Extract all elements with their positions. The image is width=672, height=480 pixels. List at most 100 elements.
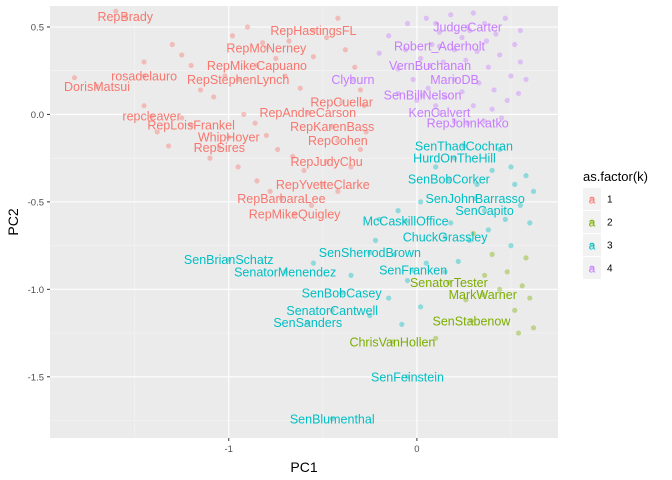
- data-point-cluster-3: [376, 216, 382, 222]
- data-point-cluster-3: [391, 251, 397, 257]
- data-point-cluster-1: [291, 211, 298, 217]
- data-point-cluster-3: [386, 295, 392, 301]
- point-label: RepKarenBass: [290, 120, 374, 134]
- data-point-cluster-1: [348, 164, 354, 170]
- data-point-cluster-3: [418, 199, 424, 205]
- data-point-cluster-4: [476, 80, 482, 86]
- data-point-cluster-3: [485, 227, 491, 233]
- data-point-cluster-4: [470, 103, 476, 109]
- data-point-cluster-1: [207, 155, 213, 161]
- data-point-cluster-1: [263, 132, 269, 139]
- data-point-cluster-3: [329, 307, 335, 313]
- data-point-cluster-1: [267, 188, 273, 194]
- legend-key-letter: a: [589, 239, 596, 253]
- data-point-cluster-4: [485, 64, 491, 70]
- point-label: RepCuellar: [310, 96, 373, 110]
- point-label: SenJohnBarrasso: [426, 192, 525, 206]
- point-label: DorisMatsui: [64, 80, 130, 94]
- y-tick-label: -0.5: [28, 197, 44, 208]
- data-point-cluster-3: [472, 195, 478, 201]
- point-label: rosadelauro: [111, 69, 177, 83]
- legend-key: [583, 188, 601, 210]
- point-label: SenSanders: [273, 316, 342, 330]
- point-label: SenBobCorker: [408, 173, 490, 187]
- data-point-cluster-4: [465, 120, 471, 126]
- data-point-cluster-2: [433, 335, 439, 341]
- x-tick-label: 0: [414, 444, 419, 455]
- data-point-cluster-4: [482, 20, 488, 27]
- legend-entry-label: 2: [607, 218, 613, 229]
- data-point-cluster-1: [141, 73, 147, 79]
- data-point-cluster-1: [335, 138, 341, 144]
- data-point-cluster-1: [141, 59, 147, 65]
- data-point-cluster-4: [395, 66, 401, 72]
- point-labels: RepBrady RepHastingsFL RepMcNerney RepMikeC…: [64, 10, 525, 426]
- legend-entry-label: 3: [607, 241, 613, 252]
- point-label: SenStabenow: [433, 314, 512, 328]
- point-label: repcleaver: [122, 110, 180, 124]
- data-point-cluster-4: [482, 118, 488, 125]
- point-label: SenFeinstein: [371, 370, 444, 384]
- data-point-cluster-4: [512, 41, 518, 48]
- data-point-cluster-2: [446, 279, 452, 285]
- data-point-cluster-1: [310, 27, 317, 34]
- data-point-cluster-3: [339, 290, 345, 296]
- grid-minor: [50, 6, 558, 438]
- x-tick-label: -1: [225, 444, 233, 455]
- data-point-cluster-4: [403, 47, 409, 53]
- data-point-cluster-3: [517, 202, 523, 208]
- y-tick-label: -1.0: [28, 285, 44, 296]
- data-point-cluster-4: [410, 76, 416, 83]
- point-label: RepStephenLynch: [187, 73, 289, 87]
- data-point-cluster-3: [512, 181, 518, 187]
- data-point-cluster-3: [282, 269, 288, 275]
- data-point-cluster-4: [436, 110, 443, 116]
- data-point-cluster-3: [466, 237, 473, 243]
- data-point-cluster-2: [482, 272, 488, 278]
- data-point-cluster-1: [361, 103, 367, 109]
- data-point-cluster-2: [468, 318, 475, 324]
- data-point-cluster-1: [229, 33, 236, 39]
- data-point-cluster-3: [404, 374, 411, 380]
- point-label: SenatorCantwell: [286, 304, 378, 318]
- point-label: JudgeCarter: [433, 20, 502, 34]
- data-point-cluster-3: [530, 188, 537, 194]
- data-point-cluster-1: [254, 62, 260, 69]
- point-label: MarioDB: [430, 73, 479, 87]
- data-point-cluster-4: [517, 27, 523, 34]
- data-point-cluster-4: [433, 20, 439, 27]
- data-point-cluster-2: [519, 283, 525, 289]
- point-label: RepJudyChu: [290, 155, 362, 169]
- data-point-cluster-4: [517, 59, 523, 65]
- data-point-cluster-4: [436, 29, 443, 35]
- data-point-cluster-4: [489, 106, 495, 112]
- data-point-cluster-4: [404, 20, 411, 27]
- data-point-cluster-1: [235, 164, 241, 170]
- point-label: RepSires: [194, 141, 245, 155]
- data-point-cluster-3: [404, 277, 411, 284]
- data-point-cluster-1: [260, 40, 266, 46]
- data-point-cluster-4: [418, 55, 424, 62]
- y-tick-label: 0.5: [31, 22, 44, 33]
- data-point-cluster-3: [418, 304, 424, 310]
- point-label: SenCapito: [455, 204, 513, 218]
- legend-entry-label: 1: [607, 195, 613, 206]
- data-point-cluster-2: [530, 325, 537, 331]
- point-label: ChrisVanHollen: [349, 335, 435, 349]
- data-point-cluster-1: [357, 146, 364, 153]
- data-point-cluster-1: [141, 103, 147, 109]
- data-point-cluster-4: [451, 118, 458, 125]
- x-axis-title: PC1: [290, 459, 317, 475]
- data-point-cluster-2: [470, 230, 476, 236]
- data-point-cluster-3: [399, 321, 405, 327]
- data-point-cluster-2: [389, 339, 396, 345]
- data-point-cluster-1: [241, 111, 247, 118]
- data-point-cluster-3: [502, 216, 508, 222]
- data-point-cluster-4: [425, 85, 431, 91]
- point-label: Clyburn: [331, 73, 374, 87]
- data-point-cluster-4: [474, 48, 480, 55]
- data-point-cluster-2: [463, 297, 469, 303]
- data-point-cluster-1: [179, 115, 185, 121]
- data-point-cluster-3: [527, 220, 533, 226]
- legend-key-point: [589, 219, 595, 225]
